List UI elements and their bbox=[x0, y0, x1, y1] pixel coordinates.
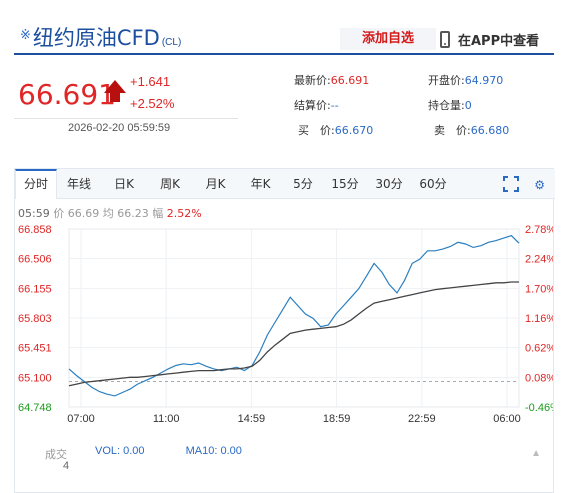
open-in-app-label: 在APP中查看 bbox=[458, 34, 540, 49]
average-line bbox=[68, 281, 519, 387]
arrow-up-icon-stem bbox=[110, 93, 120, 102]
quote-panel: 66.691 +1.641 +2.52% 2026-02-20 05:59:59… bbox=[0, 56, 562, 146]
header: ※ 纽约原油CFD (CL) 添加自选 在APP中查看 bbox=[0, 0, 562, 56]
title-prefix: ※ bbox=[20, 27, 31, 42]
y-tick-label: 64.748 bbox=[18, 402, 52, 414]
title-wrap: ※ 纽约原油CFD (CL) bbox=[20, 22, 181, 52]
x-tick-label: 07:00 bbox=[67, 413, 95, 425]
tab-5min[interactable]: 5分 bbox=[293, 177, 313, 191]
status-avg: 66.23 bbox=[117, 207, 149, 220]
status-amp-label: 幅 bbox=[152, 207, 164, 220]
field-open-price: 开盘价:64.970 bbox=[428, 72, 503, 88]
x-tick-label: 22:59 bbox=[408, 413, 436, 425]
tab-30min[interactable]: 30分 bbox=[375, 177, 403, 191]
field-label: 买 价: bbox=[298, 124, 335, 137]
pct-tick-label: 2.24% bbox=[525, 254, 553, 266]
tab-yearly-k[interactable]: 年K bbox=[250, 177, 271, 191]
price-line bbox=[68, 234, 520, 397]
volume-caret-icon: ▲ bbox=[531, 448, 541, 459]
add-watchlist-button[interactable]: 添加自选 bbox=[340, 28, 436, 50]
field-value: 66.691 bbox=[330, 74, 370, 87]
y-tick-label: 66.506 bbox=[18, 254, 52, 266]
status-price: 66.69 bbox=[67, 207, 100, 220]
pct-tick-label: 0.08% bbox=[525, 372, 553, 384]
volume-label: 成交 bbox=[45, 449, 67, 461]
quote-timestamp: 2026-02-20 05:59:59 bbox=[68, 122, 171, 134]
tab-60min[interactable]: 60分 bbox=[419, 177, 447, 191]
phone-icon bbox=[440, 31, 450, 48]
period-tabs: 分时 年线 日K 周K 月K 年K 5分 15分 30分 60分 bbox=[15, 169, 555, 199]
field-label: 结算价: bbox=[294, 99, 331, 112]
status-avg-label: 均 bbox=[102, 207, 114, 220]
tab-year-line[interactable]: 年线 bbox=[66, 177, 91, 191]
pct-tick-label: 2.78% bbox=[525, 224, 553, 236]
quote-divider bbox=[14, 118, 238, 119]
y-tick-label: 65.451 bbox=[18, 343, 52, 355]
x-tick-label: 14:59 bbox=[238, 413, 266, 425]
field-value: 66.680 bbox=[470, 124, 510, 137]
tab-daily-k[interactable]: 日K bbox=[114, 177, 134, 191]
field-latest-price: 最新价:66.691 bbox=[294, 72, 369, 88]
field-value: 64.970 bbox=[464, 74, 504, 87]
volume-value: VOL: 0.00 bbox=[95, 445, 145, 457]
pct-tick-label: 1.70% bbox=[525, 283, 553, 295]
arrow-up-icon bbox=[104, 80, 126, 93]
settings-icon[interactable]: ⚙ bbox=[534, 178, 545, 192]
fullscreen-icon[interactable] bbox=[503, 176, 519, 192]
field-value: 66.670 bbox=[334, 124, 374, 137]
x-tick-label: 11:00 bbox=[153, 413, 180, 425]
status-price-label: 价 bbox=[53, 207, 65, 220]
field-value: -- bbox=[330, 99, 339, 112]
chart-status-line: 05:59 价 66.69 均 66.23 幅 2.52% bbox=[18, 205, 202, 221]
field-bid-price: 买 价:66.670 bbox=[298, 122, 373, 138]
chart-panel: 分时 年线 日K 周K 月K 年K 5分 15分 30分 60分 ⚙ 05:59… bbox=[14, 168, 555, 493]
header-divider bbox=[14, 53, 554, 55]
page-title: 纽约原油CFD bbox=[32, 26, 160, 50]
volume-axis-value: 4 bbox=[63, 460, 70, 472]
volume-readout: VOL: 0.00 MA10: 0.00 bbox=[77, 445, 242, 457]
field-value: 0 bbox=[464, 99, 472, 112]
instrument-code: (CL) bbox=[161, 37, 182, 48]
price-change: +1.641 bbox=[130, 74, 171, 89]
price-change-percent: +2.52% bbox=[130, 96, 175, 111]
tab-intraday[interactable]: 分时 bbox=[15, 169, 57, 199]
tab-15min[interactable]: 15分 bbox=[331, 177, 359, 191]
pct-tick-label: 0.62% bbox=[525, 343, 553, 355]
field-open-interest: 持仓量:0 bbox=[428, 97, 472, 113]
y-tick-label: 66.858 bbox=[18, 224, 52, 236]
field-label: 最新价: bbox=[294, 74, 331, 87]
x-tick-label: 18:59 bbox=[323, 413, 351, 425]
field-label: 卖 价: bbox=[434, 124, 471, 137]
field-settlement-price: 结算价:-- bbox=[294, 97, 339, 113]
y-tick-label: 65.100 bbox=[18, 372, 52, 384]
field-label: 持仓量: bbox=[428, 99, 465, 112]
pct-tick-label: 1.16% bbox=[525, 313, 553, 325]
field-label: 开盘价: bbox=[428, 74, 465, 87]
field-ask-price: 卖 价:66.680 bbox=[434, 122, 509, 138]
tab-monthly-k[interactable]: 月K bbox=[205, 177, 226, 191]
x-tick-label: 06:00 bbox=[493, 413, 521, 425]
status-amplitude: 2.52% bbox=[166, 207, 202, 220]
plot-frame bbox=[68, 228, 520, 408]
volume-ma10: MA10: 0.00 bbox=[185, 445, 242, 457]
y-tick-label: 65.803 bbox=[18, 313, 52, 325]
open-in-app-link[interactable]: 在APP中查看 bbox=[440, 30, 539, 49]
status-time: 05:59 bbox=[18, 207, 50, 220]
pct-tick-label: -0.46% bbox=[525, 402, 553, 414]
tab-weekly-k[interactable]: 周K bbox=[160, 177, 180, 191]
last-price: 66.691 bbox=[18, 78, 116, 111]
intraday-chart[interactable]: 66.858 2.78% 66.506 2.24% 66.155 1.70% 65.803 1… bbox=[15, 219, 553, 444]
y-tick-label: 66.155 bbox=[18, 283, 52, 295]
